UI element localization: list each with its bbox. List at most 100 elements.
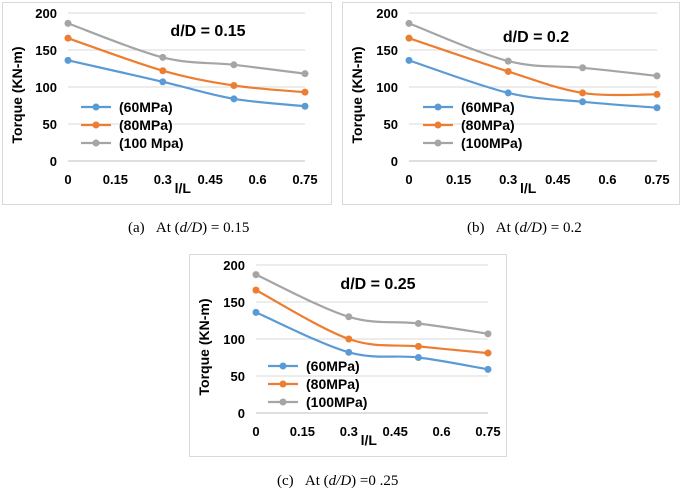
- legend-label: (100MPa): [306, 394, 367, 410]
- chart-a: 0 50 100 150 200 0 0.15 0.3 0.45 0.6 0.75 l/L Torque…: [9, 6, 318, 196]
- x-axis-title: l/L: [520, 180, 537, 196]
- data-point: [579, 64, 587, 72]
- y-tick-label: 200: [35, 6, 57, 21]
- caption-c: (c) At (d/D) =0 .25: [277, 473, 398, 490]
- y-tick-label: 0: [391, 154, 398, 169]
- x-tick-label: 0.75: [292, 172, 317, 187]
- x-tick-label: 0.45: [198, 172, 223, 187]
- data-point: [301, 88, 309, 96]
- data-point: [484, 365, 492, 373]
- data-point: [504, 89, 512, 97]
- data-point: [653, 72, 661, 80]
- legend-swatch-marker: [279, 362, 287, 370]
- y-tick-label: 150: [35, 43, 57, 58]
- series-line-3: [407, 22, 659, 77]
- x-tick-label: 0.6: [433, 424, 451, 439]
- series-line-2: [254, 289, 490, 355]
- x-axis-title: l/L: [361, 432, 378, 448]
- data-point: [345, 313, 353, 321]
- data-point: [159, 67, 167, 75]
- series-line-2: [407, 37, 659, 97]
- chart-panel-b: 0 50 100 150 200 0 0.15 0.3 0.45 0.6 0.75 l/L Torque…: [342, 2, 680, 205]
- data-point: [64, 34, 72, 42]
- legend-label: (60MPa): [306, 358, 360, 374]
- series-line-3: [66, 22, 307, 75]
- x-tick-label: 0.3: [340, 424, 358, 439]
- legend-label: (100MPa): [461, 135, 522, 151]
- legend-swatch-marker: [92, 103, 100, 111]
- data-point: [230, 95, 238, 103]
- x-tick-label: 0.45: [383, 424, 408, 439]
- data-point: [230, 61, 238, 69]
- x-tick-label: 0: [252, 424, 259, 439]
- caption-text: At (: [495, 220, 520, 236]
- data-point: [405, 56, 413, 64]
- legend-swatch-marker: [92, 121, 100, 129]
- caption-var: d/D: [328, 473, 352, 489]
- x-axis-title: l/L: [175, 180, 192, 196]
- series-line-1: [66, 59, 307, 108]
- legend-swatch-marker: [92, 139, 100, 147]
- legend-label: (80MPa): [119, 117, 173, 133]
- x-tick-label: 0.45: [545, 172, 570, 187]
- data-point: [484, 349, 492, 357]
- caption-value: ) = 0.2: [542, 220, 582, 236]
- y-tick-label: 0: [238, 406, 245, 421]
- chart-title: d/D = 0.25: [340, 276, 415, 293]
- data-point: [64, 19, 72, 27]
- data-point: [405, 34, 413, 42]
- data-point: [301, 70, 309, 78]
- legend-swatch-marker: [434, 121, 442, 129]
- data-point: [653, 90, 661, 98]
- data-point: [345, 348, 353, 356]
- legend-swatch-marker: [434, 139, 442, 147]
- y-tick-label: 100: [223, 332, 245, 347]
- data-point: [504, 67, 512, 75]
- legend-label: (100 Mpa): [119, 135, 184, 151]
- series-line-3: [254, 273, 490, 335]
- data-point: [64, 56, 72, 64]
- legend-label: (80MPa): [306, 376, 360, 392]
- x-tick-label: 0: [405, 172, 412, 187]
- caption-value: ) =0 .25: [351, 473, 399, 489]
- chart-title: d/D = 0.2: [503, 29, 569, 46]
- y-axis-title: Torque (KN-m): [196, 299, 212, 396]
- data-point: [252, 271, 260, 279]
- caption-text: At (: [155, 220, 180, 236]
- caption-var: d/D: [179, 220, 203, 236]
- data-point: [230, 82, 238, 90]
- x-tick-label: 0.3: [154, 172, 172, 187]
- y-tick-label: 50: [231, 369, 245, 384]
- data-point: [414, 354, 422, 361]
- legend-label: (80MPa): [461, 117, 515, 133]
- y-axis-title: Torque (KN-m): [349, 47, 365, 144]
- y-axis-title: Torque (KN-m): [9, 47, 25, 144]
- data-point: [579, 89, 587, 97]
- x-tick-label: 0.15: [290, 424, 315, 439]
- data-point: [252, 286, 260, 294]
- caption-label: (b): [467, 220, 485, 236]
- caption-value: ) = 0.15: [202, 220, 250, 236]
- chart-panel-c: 0 50 100 150 200 0 0.15 0.3 0.45 0.6 0.75 l/L Torque…: [189, 254, 507, 457]
- legend-swatch-marker: [279, 398, 287, 406]
- y-tick-label: 100: [35, 80, 57, 95]
- data-point: [301, 102, 309, 110]
- x-tick-label: 0.15: [103, 172, 128, 187]
- y-tick-label: 0: [50, 154, 57, 169]
- caption-b: (b) At (d/D) = 0.2: [467, 220, 582, 237]
- data-point: [159, 53, 167, 61]
- data-point: [252, 308, 260, 316]
- chart-c: 0 50 100 150 200 0 0.15 0.3 0.45 0.6 0.75 l/L Torque…: [196, 258, 501, 448]
- data-point: [414, 342, 422, 350]
- chart-b: 0 50 100 150 200 0 0.15 0.3 0.45 0.6 0.75 l/L Torque…: [349, 6, 670, 196]
- caption-text: At (: [304, 473, 329, 489]
- data-point: [345, 335, 353, 343]
- caption-label: (c): [277, 473, 294, 489]
- data-point: [159, 78, 167, 86]
- data-point: [579, 98, 587, 106]
- legend-label: (60MPa): [119, 99, 173, 115]
- data-point: [405, 19, 413, 27]
- y-tick-label: 50: [384, 117, 398, 132]
- chart-panel-a: 0 50 100 150 200 0 0.15 0.3 0.45 0.6 0.75 l/L Torque…: [2, 2, 332, 205]
- series-line-1: [254, 311, 490, 371]
